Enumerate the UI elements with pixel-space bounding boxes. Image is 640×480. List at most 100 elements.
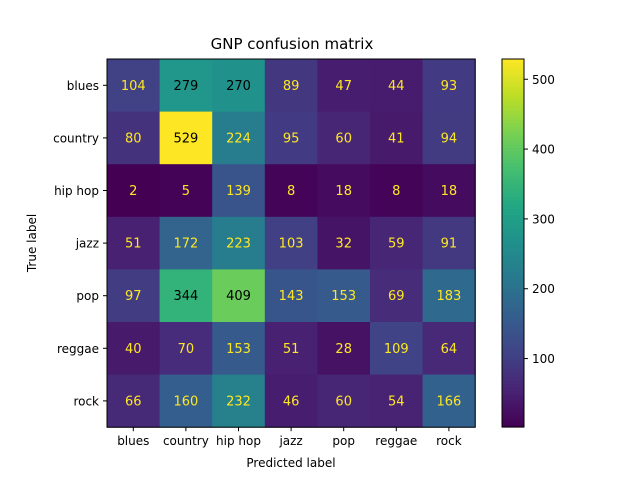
colorbar-segment bbox=[502, 135, 524, 140]
colorbar-segment bbox=[502, 144, 524, 149]
colorbar-segment bbox=[502, 212, 524, 216]
cell-value-label: 95 bbox=[283, 131, 300, 146]
colorbar-segment bbox=[502, 95, 524, 100]
colorbar-segment bbox=[502, 218, 524, 223]
cell-value-label: 8 bbox=[392, 184, 400, 199]
cell-value-label: 109 bbox=[384, 342, 409, 357]
colorbar-tick-label: 500 bbox=[532, 73, 555, 87]
colorbar-segment bbox=[502, 80, 524, 85]
colorbar-segment bbox=[502, 381, 524, 385]
colorbar-tick-label: 300 bbox=[532, 212, 555, 226]
colorbar-segment bbox=[502, 359, 524, 364]
heatmap-cell bbox=[159, 269, 213, 323]
colorbar-segment bbox=[502, 289, 524, 293]
heatmap-cell bbox=[317, 269, 371, 323]
heatmap-cell bbox=[107, 164, 161, 218]
heatmap-cell bbox=[370, 322, 424, 376]
heatmap-cell bbox=[212, 374, 266, 428]
colorbar-segment bbox=[502, 169, 524, 174]
heatmap-cell bbox=[370, 111, 424, 165]
colorbar-segment bbox=[502, 83, 524, 88]
cell-value-label: 279 bbox=[173, 79, 198, 94]
heatmap-cell bbox=[107, 216, 161, 270]
heatmap-cell bbox=[317, 374, 371, 428]
cell-value-label: 51 bbox=[283, 342, 300, 357]
x-axis-label: Predicted label bbox=[246, 456, 335, 470]
colorbar-segment bbox=[502, 151, 524, 155]
y-tick-label: blues bbox=[67, 79, 99, 93]
cell-value-label: 60 bbox=[335, 394, 352, 409]
colorbar-segment bbox=[502, 68, 524, 72]
colorbar-segment bbox=[502, 123, 524, 128]
colorbar-segment bbox=[502, 264, 524, 269]
heatmap-cell bbox=[264, 322, 318, 376]
cell-value-label: 69 bbox=[388, 289, 405, 304]
cell-value-label: 143 bbox=[279, 289, 304, 304]
colorbar-segment bbox=[502, 338, 524, 342]
cell-value-label: 47 bbox=[335, 79, 352, 94]
colorbar-segment bbox=[502, 322, 524, 327]
colorbar-segment bbox=[502, 92, 524, 97]
colorbar-segment bbox=[502, 181, 524, 186]
colorbar-segment bbox=[502, 377, 524, 382]
heatmap-cell bbox=[212, 322, 266, 376]
heatmap-cell bbox=[264, 216, 318, 270]
colorbar-segment bbox=[502, 132, 524, 137]
x-tick-label: blues bbox=[117, 434, 149, 448]
colorbar-segment bbox=[502, 154, 524, 158]
colorbar-segment bbox=[502, 276, 524, 281]
colorbar-segment bbox=[502, 384, 524, 388]
colorbar-segment bbox=[502, 408, 524, 413]
x-tick-label: reggae bbox=[375, 434, 417, 448]
heatmap-cell bbox=[422, 269, 476, 323]
colorbar-segment bbox=[502, 411, 524, 416]
cell-value-label: 103 bbox=[279, 237, 304, 252]
heatmap-cell bbox=[212, 111, 266, 165]
heatmap-cell bbox=[159, 164, 213, 218]
colorbar-segment bbox=[502, 246, 524, 250]
cell-value-label: 66 bbox=[125, 394, 142, 409]
heatmap-cell bbox=[370, 59, 424, 113]
colorbar-segment bbox=[502, 172, 524, 177]
y-tick-label: reggae bbox=[57, 342, 99, 356]
colorbar-segment bbox=[502, 163, 524, 167]
cell-value-label: 94 bbox=[441, 131, 458, 146]
colorbar-segment bbox=[502, 105, 524, 109]
heatmap-cell bbox=[370, 216, 424, 270]
cell-value-label: 224 bbox=[226, 131, 251, 146]
heatmap-cell bbox=[370, 164, 424, 218]
colorbar-segment bbox=[502, 331, 524, 336]
colorbar-segment bbox=[502, 295, 524, 299]
colorbar-segment bbox=[502, 316, 524, 321]
colorbar-segment bbox=[502, 175, 524, 180]
colorbar-segment bbox=[502, 59, 524, 63]
colorbar-segment bbox=[502, 206, 524, 210]
cell-value-label: 270 bbox=[226, 79, 251, 94]
colorbar-segment bbox=[502, 344, 524, 348]
colorbar-segment bbox=[502, 252, 524, 256]
colorbar-segment bbox=[502, 117, 524, 121]
cell-value-label: 60 bbox=[335, 131, 352, 146]
cell-value-label: 183 bbox=[436, 289, 461, 304]
heatmap-cell bbox=[422, 216, 476, 270]
colorbar-segment bbox=[502, 270, 524, 275]
cell-value-label: 409 bbox=[226, 289, 251, 304]
heatmap-cell bbox=[212, 59, 266, 113]
colorbar-segment bbox=[502, 319, 524, 324]
colorbar-segment bbox=[502, 396, 524, 400]
cell-value-label: 5 bbox=[182, 184, 190, 199]
colorbar-segment bbox=[502, 190, 524, 195]
colorbar-segment bbox=[502, 89, 524, 94]
heatmap-cell bbox=[212, 269, 266, 323]
cell-value-label: 51 bbox=[125, 237, 142, 252]
colorbar-segment bbox=[502, 239, 524, 244]
colorbar-segment bbox=[502, 86, 524, 91]
colorbar-segment bbox=[502, 157, 524, 161]
heatmap-cell bbox=[317, 164, 371, 218]
colorbar-segment bbox=[502, 347, 524, 351]
colorbar-segment bbox=[502, 301, 524, 305]
colorbar-segment bbox=[502, 114, 524, 118]
colorbar-segment bbox=[502, 313, 524, 318]
heatmap-cell bbox=[264, 269, 318, 323]
